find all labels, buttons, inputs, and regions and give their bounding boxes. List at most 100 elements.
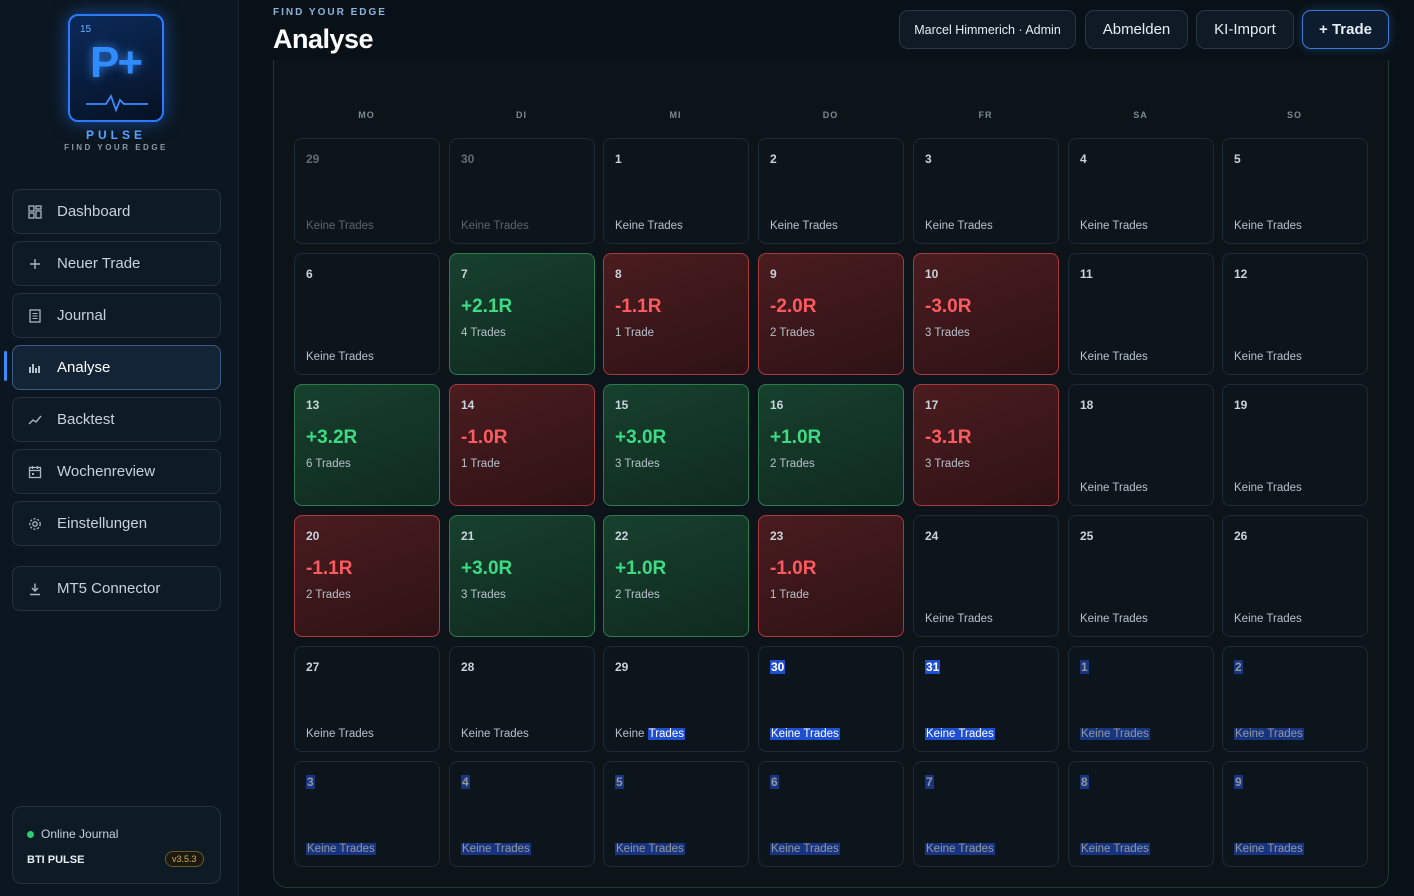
calendar-day-cell[interactable]: 3 Keine Trades [913,138,1059,244]
sidebar-item-label: Wochenreview [57,463,156,480]
day-r-value: -3.0R [925,296,972,317]
calendar-day-cell[interactable]: 25 Keine Trades [1068,515,1214,637]
day-number-text: 31 [925,660,941,674]
calendar-day-cell[interactable]: 23 -1.0R 1 Trade [758,515,904,637]
day-trade-count: 2 Trades [770,458,815,470]
calendar-day-cell[interactable]: 7 Keine Trades [913,761,1059,867]
calendar-day-cell[interactable]: 20 -1.1R 2 Trades [294,515,440,637]
bar-chart-icon [27,360,43,376]
day-number: 16 [770,398,783,412]
calendar-day-cell[interactable]: 24 Keine Trades [913,515,1059,637]
calendar-day-cell[interactable]: 29 Keine Trades [603,646,749,752]
no-trades-text: Keine Trades [1234,220,1302,232]
calendar-day-cell[interactable]: 12 Keine Trades [1222,253,1368,375]
calendar-day-cell[interactable]: 18 Keine Trades [1068,384,1214,506]
day-number: 14 [461,398,474,412]
version-badge: v3.5.3 [165,851,204,867]
sidebar-item-analyse[interactable]: Analyse [12,345,221,390]
day-r-value: -3.1R [925,427,972,448]
calendar-day-cell[interactable]: 6 Keine Trades [294,253,440,375]
no-trades-label: Keine Trades [1234,613,1302,625]
calendar-day-cell[interactable]: 30 Keine Trades [449,138,595,244]
mt5-connector-button[interactable]: MT5 Connector [12,566,221,611]
calendar-day-cell[interactable]: 17 -3.1R 3 Trades [913,384,1059,506]
day-trade-count: 6 Trades [306,458,351,470]
day-number-text: 28 [461,660,475,674]
calendar-day-cell[interactable]: 9 Keine Trades [1222,761,1368,867]
calendar-day-cell[interactable]: 8 -1.1R 1 Trade [603,253,749,375]
day-number: 5 [1234,152,1241,166]
day-number-text: 9 [1234,775,1243,789]
day-number-text: 27 [306,660,320,674]
calendar-day-cell[interactable]: 26 Keine Trades [1222,515,1368,637]
sidebar-item-label: Journal [57,307,107,324]
calendar-day-cell[interactable]: 15 +3.0R 3 Trades [603,384,749,506]
day-number-text: 7 [925,775,934,789]
no-trades-text: Keine Trades [1080,843,1150,855]
no-trades-text: Keine Trades [1234,482,1302,494]
calendar-day-cell[interactable]: 22 +1.0R 2 Trades [603,515,749,637]
day-number: 8 [1080,775,1089,789]
calendar-day-cell[interactable]: 19 Keine Trades [1222,384,1368,506]
calendar-day-cell[interactable]: 3 Keine Trades [294,761,440,867]
calendar-day-cell[interactable]: 1 Keine Trades [603,138,749,244]
plus-icon [27,256,43,272]
calendar-day-cell[interactable]: 21 +3.0R 3 Trades [449,515,595,637]
day-number-text: 5 [1234,152,1241,166]
sidebar-item-wochenreview[interactable]: Wochenreview [12,449,221,494]
calendar-day-cell[interactable]: 2 Keine Trades [1222,646,1368,752]
calendar-day-cell[interactable]: 9 -2.0R 2 Trades [758,253,904,375]
calendar-day-cell[interactable]: 1 Keine Trades [1068,646,1214,752]
day-number: 7 [925,775,934,789]
day-number-text: 30 [770,660,786,674]
day-number: 2 [770,152,777,166]
calendar-day-cell[interactable]: 11 Keine Trades [1068,253,1214,375]
calendar-day-cell[interactable]: 29 Keine Trades [294,138,440,244]
day-r-value: +2.1R [461,296,513,317]
sidebar-item-dashboard[interactable]: Dashboard [12,189,221,234]
calendar-day-cell[interactable]: 27 Keine Trades [294,646,440,752]
day-number-text: 12 [1234,267,1248,281]
calendar-day-cell[interactable]: 16 +1.0R 2 Trades [758,384,904,506]
active-indicator [4,351,7,381]
day-number: 11 [1080,267,1093,281]
weekday-header: MI [669,110,682,120]
logout-button[interactable]: Abmelden [1085,10,1188,49]
day-number: 3 [925,152,932,166]
calendar-day-cell[interactable]: 2 Keine Trades [758,138,904,244]
no-trades-label: Keine Trades [615,220,683,232]
calendar-day-cell[interactable]: 10 -3.0R 3 Trades [913,253,1059,375]
add-trade-button[interactable]: + Trade [1302,10,1389,49]
calendar-day-cell[interactable]: 5 Keine Trades [603,761,749,867]
day-number-text: 24 [925,529,939,543]
calendar-day-cell[interactable]: 4 Keine Trades [449,761,595,867]
ki-import-button[interactable]: KI-Import [1196,10,1294,49]
calendar-day-cell[interactable]: 28 Keine Trades [449,646,595,752]
download-icon [27,581,43,597]
calendar-day-cell[interactable]: 8 Keine Trades [1068,761,1214,867]
user-badge[interactable]: Marcel Himmerich · Admin [899,10,1076,49]
sidebar-item-label: Einstellungen [57,515,148,532]
calendar-day-cell[interactable]: 5 Keine Trades [1222,138,1368,244]
day-trade-count: 3 Trades [615,458,660,470]
app-logo[interactable]: 15 P+ [68,14,164,122]
sidebar-item-neuer-trade[interactable]: Neuer Trade [12,241,221,286]
calendar-day-cell[interactable]: 14 -1.0R 1 Trade [449,384,595,506]
day-number-text: 11 [1080,267,1093,281]
sidebar-item-backtest[interactable]: Backtest [12,397,221,442]
calendar-day-cell[interactable]: 30 Keine Trades [758,646,904,752]
day-number: 23 [770,529,783,543]
day-number: 27 [306,660,319,674]
calendar-day-cell[interactable]: 13 +3.2R 6 Trades [294,384,440,506]
calendar-day-cell[interactable]: 4 Keine Trades [1068,138,1214,244]
no-trades-label: Keine Trades [461,728,529,740]
day-number-text: 26 [1234,529,1248,543]
brand-name: PULSE [85,128,146,142]
calendar-day-cell[interactable]: 7 +2.1R 4 Trades [449,253,595,375]
calendar-day-cell[interactable]: 6 Keine Trades [758,761,904,867]
logout-label: Abmelden [1102,21,1171,38]
day-number-text: 3 [925,152,932,166]
sidebar-item-einstellungen[interactable]: Einstellungen [12,501,221,546]
calendar-day-cell[interactable]: 31 Keine Trades [913,646,1059,752]
sidebar-item-journal[interactable]: Journal [12,293,221,338]
